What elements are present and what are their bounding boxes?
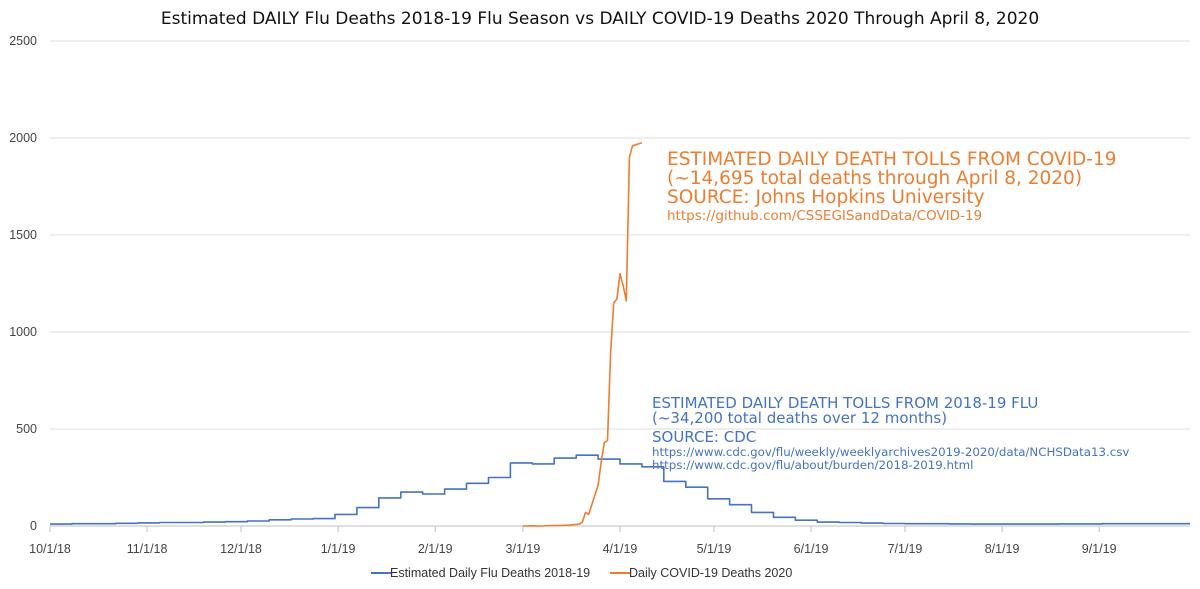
- y-tick-label: 2500: [9, 34, 37, 48]
- y-tick-label: 2000: [9, 131, 37, 145]
- covid-annotation-title: ESTIMATED DAILY DEATH TOLLS FROM COVID-1…: [667, 149, 1117, 170]
- x-tick-label: 9/1/19: [1082, 542, 1117, 556]
- x-tick-label: 4/1/19: [603, 542, 638, 556]
- flu-annotation-source: SOURCE: CDC: [652, 428, 756, 446]
- y-tick-label: 500: [16, 422, 37, 436]
- series-lines: [50, 142, 1190, 527]
- x-tick-label: 10/1/18: [29, 542, 71, 556]
- y-tick-label: 1000: [9, 325, 37, 339]
- y-tick-label: 1500: [9, 228, 37, 242]
- x-tick-label: 2/1/19: [418, 542, 453, 556]
- y-axis-ticks: 0 500 1000 1500 2000 2500: [9, 34, 37, 533]
- chart-title: Estimated DAILY Flu Deaths 2018-19 Flu S…: [161, 9, 1039, 29]
- covid-deaths-line: [522, 142, 643, 527]
- y-tick-label: 0: [30, 519, 37, 533]
- annotations: ESTIMATED DAILY DEATH TOLLS FROM COVID-1…: [652, 149, 1129, 472]
- covid-annotation-url: https://github.com/CSSEGISandData/COVID-…: [667, 208, 982, 224]
- x-tick-label: 8/1/19: [985, 542, 1020, 556]
- flu-annotation-url-1: https://www.cdc.gov/flu/weekly/weeklyarc…: [652, 445, 1129, 459]
- flu-annotation-url-2: https://www.cdc.gov/flu/about/burden/201…: [652, 458, 973, 472]
- x-axis: 10/1/18 11/1/18 12/1/18 1/1/19 2/1/19 3/1/19 4…: [29, 526, 1117, 556]
- covid-annotation-total: (~14,695 total deaths through April 8, 2…: [667, 168, 1082, 189]
- x-tick-label: 5/1/19: [697, 542, 732, 556]
- x-tick-label: 7/1/19: [888, 542, 923, 556]
- legend-flu-label: Estimated Daily Flu Deaths 2018-19: [390, 566, 590, 580]
- x-tick-label: 1/1/19: [321, 542, 356, 556]
- gridlines: [50, 40, 1190, 527]
- flu-annotation-title: ESTIMATED DAILY DEATH TOLLS FROM 2018-19…: [652, 394, 1038, 412]
- covid-annotation-source: SOURCE: Johns Hopkins University: [667, 187, 985, 208]
- legend: Estimated Daily Flu Deaths 2018-19 Daily …: [371, 566, 792, 580]
- x-tick-label: 6/1/19: [794, 542, 829, 556]
- flu-annotation-total: (~34,200 total deaths over 12 months): [652, 409, 947, 427]
- x-tick-label: 3/1/19: [506, 542, 541, 556]
- x-tick-label: 11/1/18: [127, 542, 168, 556]
- legend-covid-label: Daily COVID-19 Deaths 2020: [629, 566, 792, 580]
- x-tick-label: 12/1/18: [220, 542, 262, 556]
- flu-deaths-line: [50, 454, 1190, 525]
